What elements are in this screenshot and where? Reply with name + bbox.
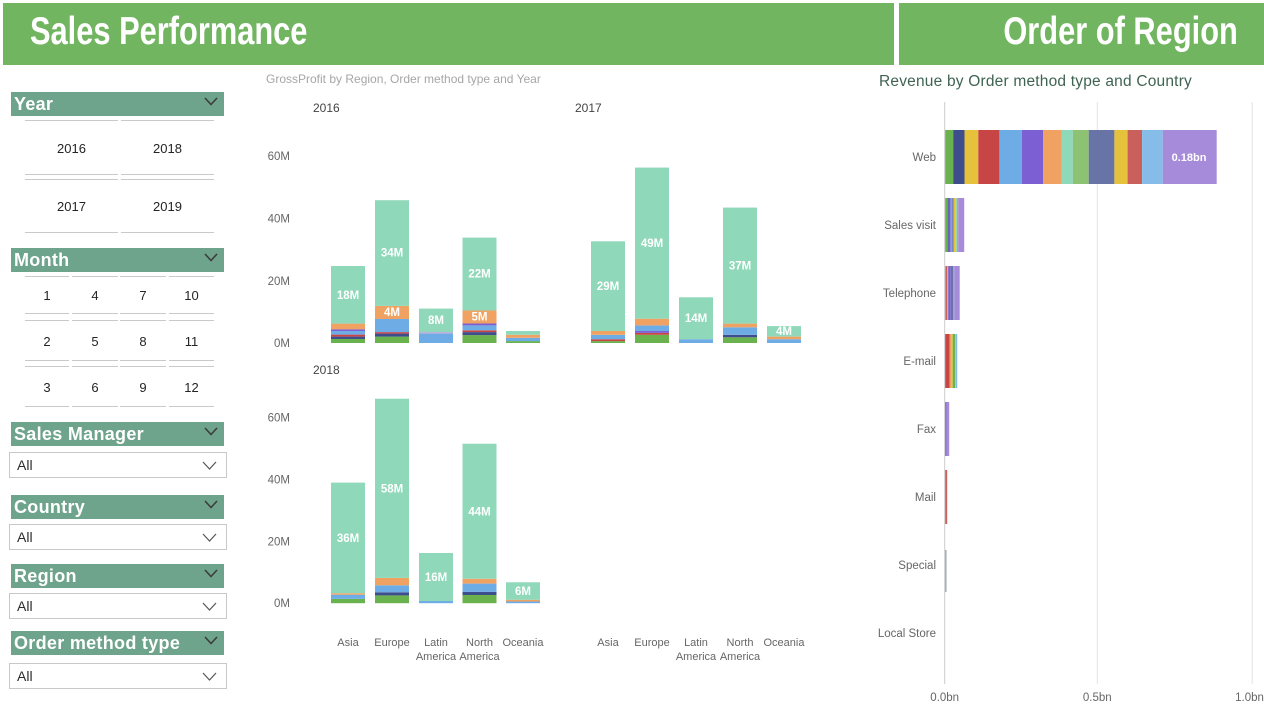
svg-text:49M: 49M xyxy=(641,238,663,250)
svg-text:2016: 2016 xyxy=(313,101,340,115)
svg-text:29M: 29M xyxy=(597,281,619,293)
svg-text:4M: 4M xyxy=(776,326,792,338)
svg-text:Europe: Europe xyxy=(374,637,409,649)
svg-text:44M: 44M xyxy=(468,506,490,518)
svg-text:Asia: Asia xyxy=(337,637,359,649)
svg-text:22M: 22M xyxy=(468,269,490,281)
svg-text:America: America xyxy=(676,651,717,663)
svg-text:Mail: Mail xyxy=(915,492,936,504)
svg-text:20M: 20M xyxy=(268,537,290,549)
svg-text:0M: 0M xyxy=(274,598,290,610)
svg-text:36M: 36M xyxy=(337,533,359,545)
svg-text:20M: 20M xyxy=(268,276,290,288)
svg-text:2017: 2017 xyxy=(575,101,602,115)
svg-text:Web: Web xyxy=(913,152,936,164)
svg-text:14M: 14M xyxy=(685,313,707,325)
svg-text:16M: 16M xyxy=(425,572,447,584)
svg-text:37M: 37M xyxy=(729,260,751,272)
svg-text:E-mail: E-mail xyxy=(903,356,936,368)
svg-text:Latin: Latin xyxy=(684,637,708,649)
svg-text:0.18bn: 0.18bn xyxy=(1172,152,1207,164)
svg-text:Asia: Asia xyxy=(597,637,619,649)
svg-text:0M: 0M xyxy=(274,338,290,350)
svg-text:GrossProfit by Region, Order m: GrossProfit by Region, Order method type… xyxy=(266,72,541,86)
svg-text:North: North xyxy=(727,637,754,649)
svg-text:18M: 18M xyxy=(337,290,359,302)
svg-text:Telephone: Telephone xyxy=(883,288,936,300)
svg-text:1.0bn: 1.0bn xyxy=(1235,692,1264,704)
svg-text:Fax: Fax xyxy=(917,424,936,436)
svg-text:60M: 60M xyxy=(268,151,290,163)
svg-text:8M: 8M xyxy=(428,315,444,327)
svg-text:58M: 58M xyxy=(381,484,403,496)
svg-text:6M: 6M xyxy=(515,586,531,598)
svg-text:America: America xyxy=(720,651,761,663)
svg-text:Latin: Latin xyxy=(424,637,448,649)
svg-text:Special: Special xyxy=(898,560,936,572)
svg-text:America: America xyxy=(459,651,500,663)
svg-text:5M: 5M xyxy=(472,312,488,324)
svg-text:Oceania: Oceania xyxy=(764,637,806,649)
svg-text:0.0bn: 0.0bn xyxy=(930,692,959,704)
svg-text:Europe: Europe xyxy=(634,637,669,649)
svg-text:America: America xyxy=(416,651,457,663)
svg-text:40M: 40M xyxy=(268,475,290,487)
svg-text:0.5bn: 0.5bn xyxy=(1083,692,1112,704)
svg-text:40M: 40M xyxy=(268,214,290,226)
svg-text:4M: 4M xyxy=(384,307,400,319)
svg-text:34M: 34M xyxy=(381,248,403,260)
svg-text:60M: 60M xyxy=(268,413,290,425)
svg-text:Oceania: Oceania xyxy=(503,637,545,649)
svg-text:2018: 2018 xyxy=(313,363,340,377)
svg-text:Revenue by Order method type a: Revenue by Order method type and Country xyxy=(879,73,1192,90)
svg-text:North: North xyxy=(466,637,493,649)
svg-text:Local Store: Local Store xyxy=(878,628,936,640)
svg-text:Sales visit: Sales visit xyxy=(884,220,937,232)
